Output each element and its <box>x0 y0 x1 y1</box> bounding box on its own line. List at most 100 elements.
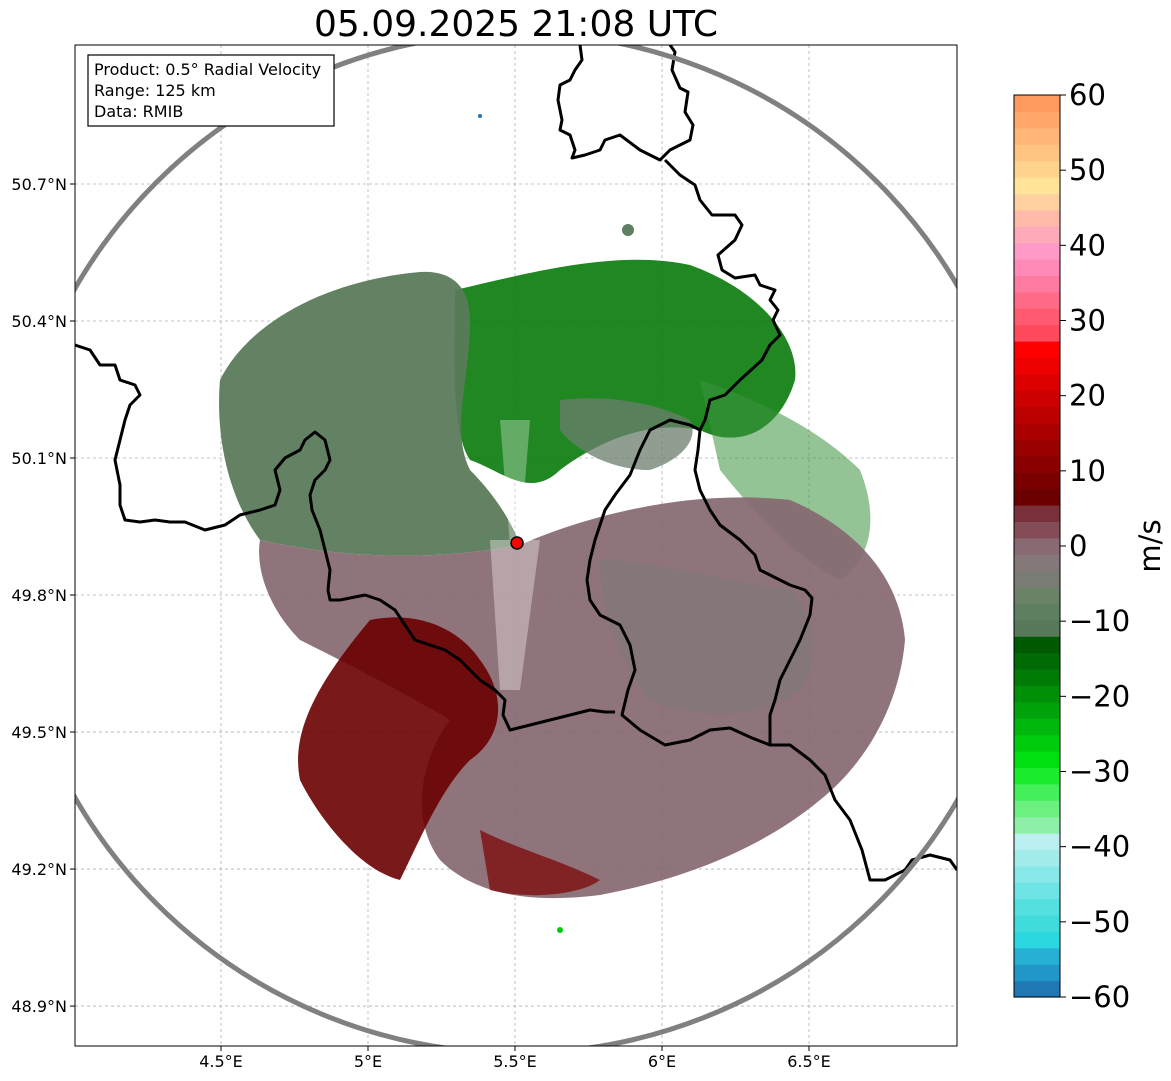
colorbar-swatch <box>1014 898 1060 916</box>
colorbar-swatch <box>1014 849 1060 867</box>
border-france-luxembourg-germany <box>75 342 77 345</box>
echo-mauve-neutral-region <box>259 497 905 899</box>
colorbar-tick-label: −50 <box>1069 905 1130 939</box>
colorbar-swatch <box>1014 767 1060 785</box>
colorbar-tick-label: 20 <box>1069 379 1106 413</box>
x-axis-ticks: 4.5°E 5°E 5.5°E 6°E 6.5°E <box>199 1046 831 1071</box>
colorbar-swatch <box>1014 652 1060 670</box>
chart-title: 05.09.2025 21:08 UTC <box>313 4 719 45</box>
colorbar-tick-label: 50 <box>1069 153 1106 187</box>
colorbar-swatch <box>1014 882 1060 900</box>
colorbar-swatch <box>1014 177 1060 194</box>
colorbar-swatch <box>1014 685 1060 703</box>
colorbar-swatch <box>1014 783 1060 801</box>
y-tick-label: 49.5°N <box>11 723 67 742</box>
border-luxembourg <box>585 418 771 747</box>
colorbar-swatch <box>1014 127 1060 145</box>
colorbar-label: m/s <box>1133 519 1167 572</box>
colorbar-swatch <box>1014 242 1060 260</box>
colorbar-swatch <box>1014 111 1060 129</box>
colorbar-swatch <box>1014 669 1060 686</box>
y-tick-label: 50.7°N <box>11 175 67 194</box>
colorbar-swatch <box>1014 291 1060 309</box>
colorbar-swatch <box>1014 324 1060 342</box>
colorbar-swatch <box>1014 734 1060 752</box>
x-tick-label: 6°E <box>648 1052 676 1071</box>
echo-speckle-noise <box>490 420 540 690</box>
colorbar-swatch <box>1014 964 1060 982</box>
colorbar-swatch <box>1014 865 1060 883</box>
velocity-echoes <box>219 114 905 933</box>
colorbar-swatch <box>1014 521 1060 539</box>
colorbar-swatch <box>1014 275 1060 293</box>
colorbar-tick-label: −30 <box>1069 755 1130 789</box>
colorbar-swatch <box>1014 259 1060 276</box>
info-product: Product: 0.5° Radial Velocity <box>94 60 321 79</box>
colorbar-swatch <box>1014 800 1060 818</box>
colorbar-swatch <box>1014 570 1060 588</box>
country-borders <box>75 45 957 882</box>
colorbar-tick-label: 60 <box>1069 78 1106 112</box>
colorbar-swatch <box>1014 488 1060 506</box>
y-tick-label: 48.9°N <box>11 997 67 1016</box>
colorbar-swatch <box>1014 833 1060 850</box>
radar-site-marker <box>510 536 524 550</box>
x-tick-label: 6.5°E <box>787 1052 831 1071</box>
colorbar-swatch <box>1014 209 1060 227</box>
colorbar-swatch <box>1014 439 1060 457</box>
colorbar-swatch <box>1014 308 1060 326</box>
y-tick-label: 49.2°N <box>11 860 67 879</box>
x-tick-label: 5°E <box>354 1052 382 1071</box>
colorbar-tick-label: −20 <box>1069 679 1130 713</box>
colorbar-swatch <box>1014 816 1060 834</box>
colorbar-tick-label: −10 <box>1069 604 1130 638</box>
colorbar-swatch <box>1014 226 1060 244</box>
colorbar-tick-label: 40 <box>1069 228 1106 262</box>
colorbar-tick-label: 10 <box>1069 454 1106 488</box>
colorbar-swatch <box>1014 193 1060 211</box>
colorbar-tick-label: 30 <box>1069 304 1106 338</box>
colorbar-swatch <box>1014 390 1060 408</box>
colorbar-swatch <box>1014 718 1060 736</box>
colorbar-swatch <box>1014 406 1060 424</box>
colorbar-swatch <box>1014 701 1060 719</box>
colorbar-swatch <box>1014 373 1060 391</box>
colorbar-swatch <box>1014 537 1060 555</box>
colorbar-swatch <box>1014 423 1060 440</box>
colorbar-swatch <box>1014 554 1060 572</box>
colorbar-swatches <box>1014 95 1060 998</box>
border-germany-belgium-east <box>663 158 957 882</box>
colorbar-swatch <box>1014 341 1060 358</box>
border-belgium-france <box>75 343 615 732</box>
colorbar-tick-label: −60 <box>1069 980 1130 1014</box>
colorbar-swatch <box>1014 603 1060 621</box>
colorbar-ticks: 60 50 40 30 20 10 0 −10 −20 −30 −40 −50 −60 <box>1060 78 1130 1014</box>
echo-red-outbound-region <box>298 114 600 933</box>
echo-gray-green-region <box>219 271 693 556</box>
colorbar-swatch <box>1014 587 1060 604</box>
colorbar-swatch <box>1014 751 1060 768</box>
colorbar-swatch <box>1014 636 1060 654</box>
colorbar-swatch <box>1014 915 1060 932</box>
plot-frame <box>74 44 958 1047</box>
colorbar-tick-label: −40 <box>1069 830 1130 864</box>
info-box: Product: 0.5° Radial Velocity Range: 125… <box>87 54 335 127</box>
colorbar-swatch <box>1014 980 1060 998</box>
info-range: Range: 125 km <box>94 81 216 100</box>
info-data-source: Data: RMIB <box>94 102 183 121</box>
colorbar-swatch <box>1014 619 1060 637</box>
map-plot-area: Product: 0.5° Radial Velocity Range: 125… <box>11 44 958 1071</box>
border-belgium-netherlands-germany <box>556 45 695 162</box>
info-box-frame <box>87 54 335 127</box>
x-tick-label: 5.5°E <box>493 1052 537 1071</box>
y-tick-label: 50.4°N <box>11 312 67 331</box>
colorbar-swatch <box>1014 455 1060 473</box>
colorbar-swatch <box>1014 357 1060 375</box>
y-tick-label: 49.8°N <box>11 586 67 605</box>
colorbar-swatch <box>1014 95 1060 112</box>
y-axis-ticks: 50.7°N 50.4°N 50.1°N 49.8°N 49.5°N 49.2°N 48.9… <box>11 175 75 1016</box>
colorbar-swatch <box>1014 931 1060 949</box>
colorbar-swatch <box>1014 505 1060 522</box>
colorbar-tick-label: 0 <box>1069 529 1087 563</box>
colorbar-swatch <box>1014 144 1060 162</box>
